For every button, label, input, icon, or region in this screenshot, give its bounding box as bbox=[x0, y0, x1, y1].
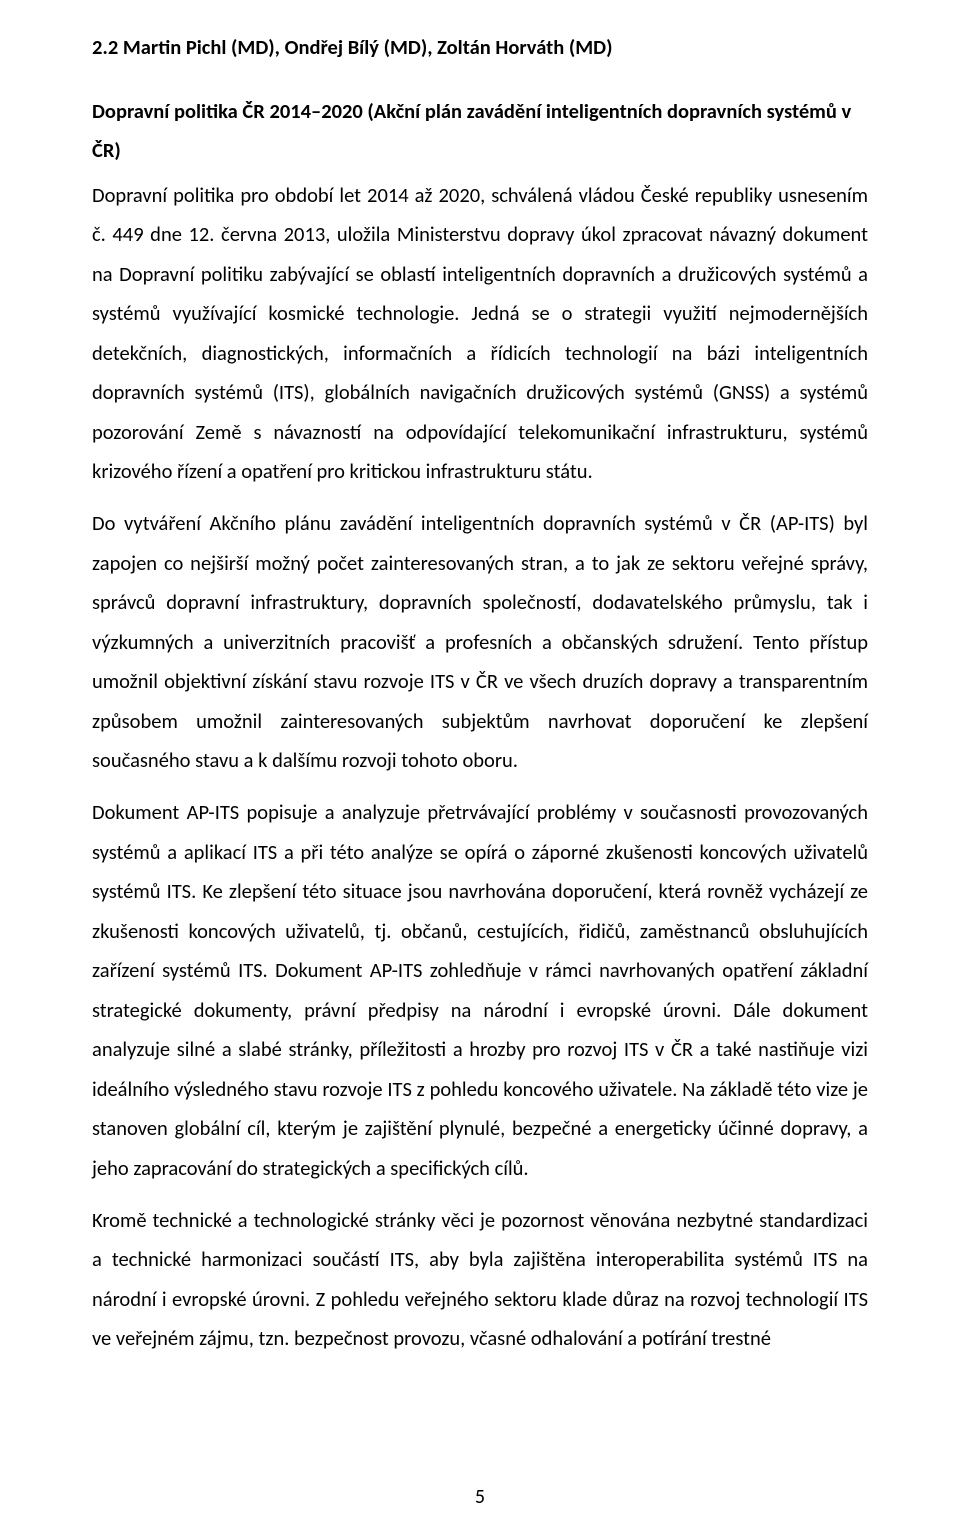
page-number: 5 bbox=[0, 1485, 960, 1509]
body-paragraph: Kromě technické a technologické stránky … bbox=[92, 1201, 868, 1359]
section-heading: 2.2 Martin Pichl (MD), Ondřej Bílý (MD),… bbox=[92, 34, 868, 62]
document-page: 2.2 Martin Pichl (MD), Ondřej Bílý (MD),… bbox=[0, 0, 960, 1537]
section-subtitle: Dopravní politika ČR 2014–2020 (Akční pl… bbox=[92, 92, 868, 170]
body-paragraph: Dokument AP-ITS popisuje a analyzuje pře… bbox=[92, 793, 868, 1189]
body-paragraph: Dopravní politika pro období let 2014 až… bbox=[92, 176, 868, 493]
body-paragraph: Do vytváření Akčního plánu zavádění inte… bbox=[92, 504, 868, 781]
